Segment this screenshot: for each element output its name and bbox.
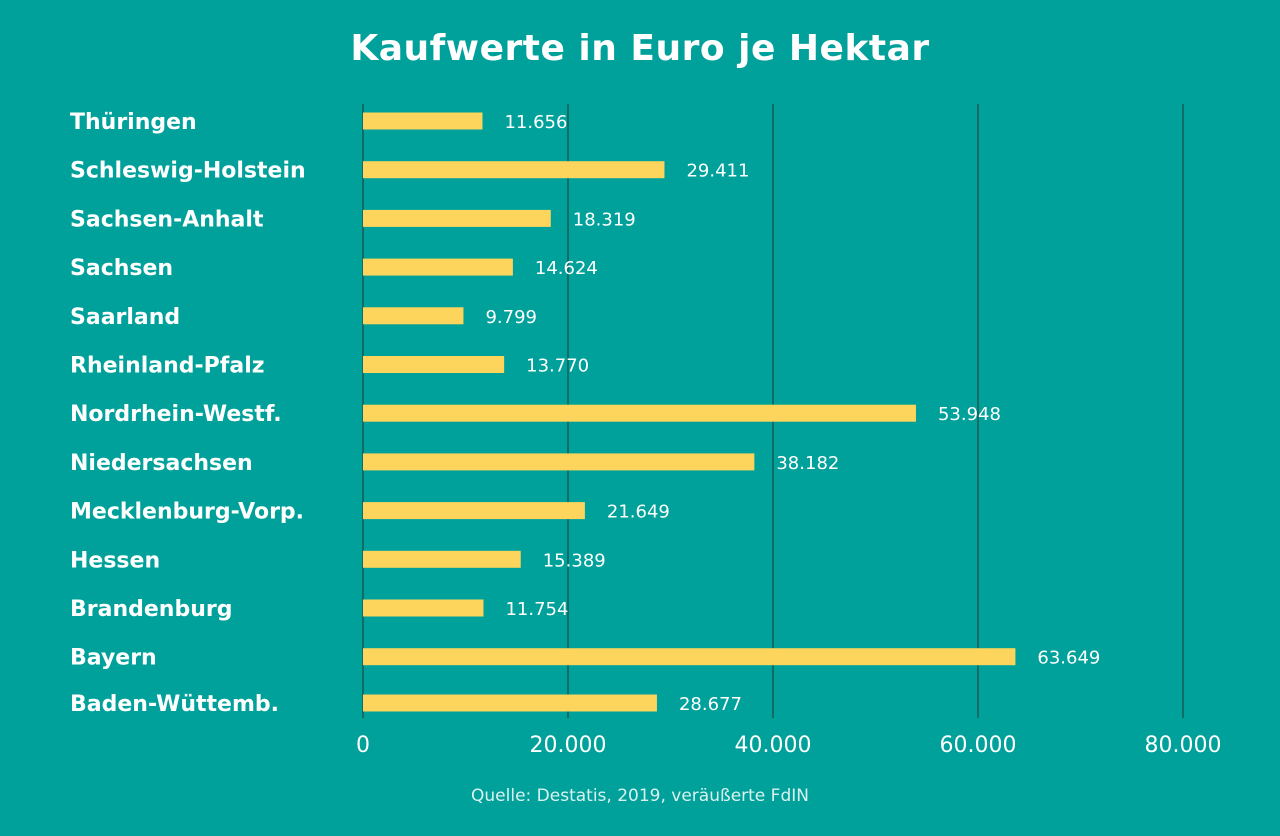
category-label: Sachsen bbox=[70, 256, 173, 281]
bar bbox=[363, 453, 755, 471]
bar bbox=[363, 648, 1016, 666]
bar bbox=[363, 694, 657, 712]
bar bbox=[363, 404, 916, 422]
value-label: 13.770 bbox=[526, 356, 589, 377]
category-label: Brandenburg bbox=[70, 597, 232, 622]
value-label: 11.754 bbox=[505, 599, 568, 620]
category-label: Saarland bbox=[70, 305, 180, 330]
category-label: Rheinland-Pfalz bbox=[70, 354, 265, 379]
value-label: 28.677 bbox=[679, 694, 742, 715]
value-label: 18.319 bbox=[573, 209, 636, 230]
value-label: 9.799 bbox=[485, 307, 537, 328]
x-tick-label: 0 bbox=[356, 733, 370, 758]
category-label: Mecklenburg-Vorp. bbox=[70, 500, 304, 525]
chart-title: Kaufwerte in Euro je Hektar bbox=[350, 28, 930, 69]
value-label: 11.656 bbox=[504, 112, 567, 133]
bar bbox=[363, 502, 585, 520]
bar bbox=[363, 112, 483, 130]
value-label: 29.411 bbox=[686, 161, 749, 182]
bar bbox=[363, 307, 464, 325]
value-label: 53.948 bbox=[938, 404, 1001, 425]
value-label: 63.649 bbox=[1037, 648, 1100, 669]
bar bbox=[363, 161, 665, 179]
bar bbox=[363, 356, 505, 373]
category-label: Bayern bbox=[70, 646, 157, 671]
category-label: Schleswig-Holstein bbox=[70, 159, 306, 184]
bar bbox=[363, 209, 551, 227]
x-tick-label: 80.000 bbox=[1145, 733, 1222, 758]
value-label: 14.624 bbox=[535, 258, 598, 279]
category-label: Thüringen bbox=[70, 110, 197, 135]
category-label: Nordrhein-Westf. bbox=[70, 402, 282, 427]
source-note: Quelle: Destatis, 2019, veräußerte FdIN bbox=[471, 786, 809, 806]
bar bbox=[363, 550, 521, 568]
bar bbox=[363, 599, 484, 617]
category-label: Niedersachsen bbox=[70, 451, 253, 476]
category-label: Hessen bbox=[70, 548, 160, 573]
value-label: 15.389 bbox=[543, 550, 606, 571]
x-tick-label: 60.000 bbox=[940, 733, 1017, 758]
x-tick-label: 20.000 bbox=[530, 733, 607, 758]
value-label: 21.649 bbox=[607, 502, 670, 523]
bar bbox=[363, 258, 513, 276]
value-label: 38.182 bbox=[776, 453, 839, 474]
x-tick-label: 40.000 bbox=[735, 733, 812, 758]
category-label: Sachsen-Anhalt bbox=[70, 207, 264, 232]
category-label: Baden-Wüttemb. bbox=[70, 692, 279, 717]
